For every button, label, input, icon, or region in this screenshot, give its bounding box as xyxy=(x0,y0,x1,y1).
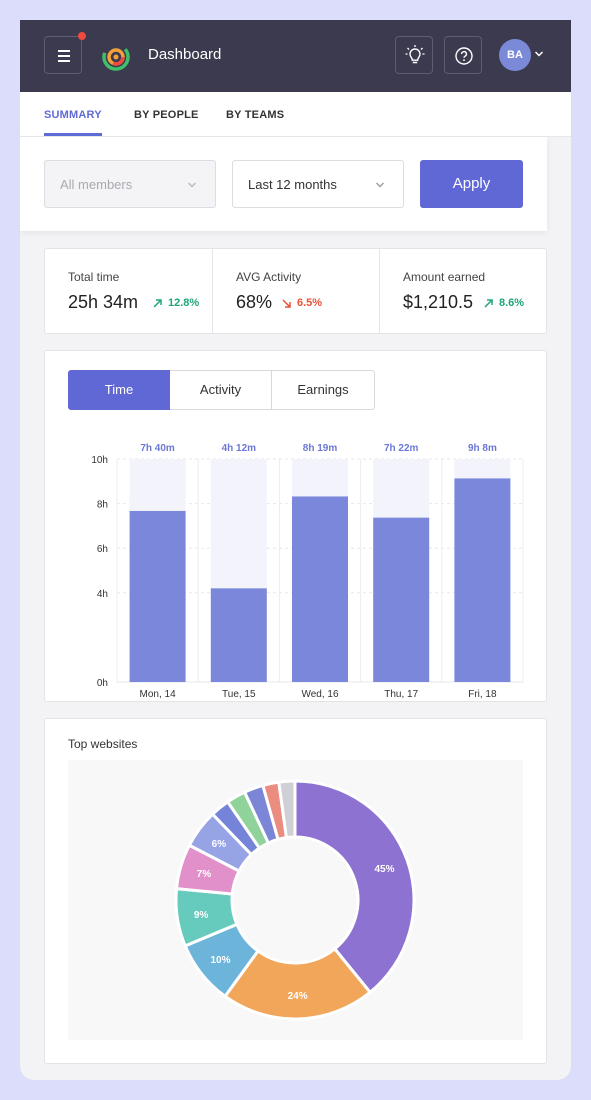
tab-by-people[interactable]: BY PEOPLE xyxy=(134,109,199,121)
top-websites-card: Top websites 45% 24% 10% 9% 7% 6% xyxy=(44,718,547,1064)
tips-button[interactable] xyxy=(395,36,433,74)
tab-summary[interactable]: SUMMARY xyxy=(44,109,102,121)
tab-by-teams[interactable]: BY TEAMS xyxy=(226,109,285,121)
page-title: Dashboard xyxy=(148,46,222,63)
arrow-down-right-icon xyxy=(282,299,291,308)
y-tick-label: 10h xyxy=(91,455,108,466)
bar[interactable] xyxy=(292,496,348,682)
help-button[interactable] xyxy=(444,36,482,74)
bar[interactable] xyxy=(454,478,511,682)
app-screen: Dashboard BA xyxy=(20,20,571,1080)
top-websites-donut-chart: 45% 24% 10% 9% 7% 6% xyxy=(174,779,416,1021)
bar[interactable] xyxy=(129,510,186,682)
apply-button[interactable]: Apply xyxy=(420,160,523,208)
members-select[interactable]: All members xyxy=(44,160,216,208)
active-tab-indicator xyxy=(44,133,102,136)
slice-label: 10% xyxy=(210,955,230,966)
members-select-value: All members xyxy=(60,177,133,192)
slice-label: 45% xyxy=(375,864,395,875)
period-select[interactable]: Last 12 months xyxy=(232,160,404,208)
y-tick-label: 6h xyxy=(97,544,108,555)
pie-chart-area: 45% 24% 10% 9% 7% 6% xyxy=(68,760,523,1040)
bar[interactable] xyxy=(373,517,430,682)
chart-tab-activity[interactable]: Activity xyxy=(170,370,272,410)
stat-amount-earned: Amount earned $1,210.5 8.6% xyxy=(379,249,547,333)
stat-value: 25h 34m xyxy=(68,292,139,312)
notification-dot xyxy=(78,32,86,40)
bar-data-label: 7h 22m xyxy=(384,443,419,454)
stat-value: 68% xyxy=(236,292,273,312)
arrow-up-right-icon xyxy=(153,299,162,308)
stat-change: 8.6% xyxy=(499,297,525,309)
bar[interactable] xyxy=(210,588,267,682)
filter-bar: All members Last 12 months Apply xyxy=(20,137,547,231)
x-tick-label: Thu, 17 xyxy=(384,689,418,700)
view-tabs: SUMMARY BY PEOPLE BY TEAMS xyxy=(20,92,571,137)
top-websites-title: Top websites xyxy=(68,737,138,751)
bar-data-label: 7h 40m xyxy=(140,443,175,454)
stat-avg-activity: AVG Activity 68% 6.5% xyxy=(212,249,380,333)
menu-button[interactable] xyxy=(44,32,86,74)
lightbulb-icon xyxy=(405,45,425,64)
y-tick-label: 8h xyxy=(97,500,108,511)
chart-tab-earnings[interactable]: Earnings xyxy=(272,370,375,410)
chevron-down-icon xyxy=(188,182,196,188)
period-select-value: Last 12 months xyxy=(248,177,337,192)
x-tick-label: Wed, 16 xyxy=(301,689,338,700)
slice-label: 7% xyxy=(197,869,212,880)
app-logo xyxy=(102,43,130,71)
stat-value: $1,210.5 xyxy=(403,292,474,312)
user-avatar[interactable]: BA xyxy=(499,39,531,71)
slice-label: 24% xyxy=(288,991,308,1002)
time-chart-card: Time Activity Earnings 0h 4h 6h 8h 10h 7h 40m… xyxy=(44,350,547,702)
donut-slice[interactable] xyxy=(222,946,373,1021)
stat-label: Amount earned xyxy=(403,270,486,284)
y-tick-label: 0h xyxy=(97,678,108,689)
stat-change: 6.5% xyxy=(297,297,323,309)
x-tick-label: Tue, 15 xyxy=(222,689,256,700)
x-tick-label: Fri, 18 xyxy=(468,689,497,700)
chevron-down-icon xyxy=(376,182,384,188)
donut-slice[interactable] xyxy=(293,779,416,995)
help-icon xyxy=(455,47,473,65)
bar-data-label: 4h 12m xyxy=(222,443,257,454)
slice-label: 6% xyxy=(212,839,227,850)
donut-slice[interactable] xyxy=(277,779,297,840)
stats-panel: Total time 25h 34m 12.8% AVG Activity 68… xyxy=(44,248,547,334)
x-tick-label: Mon, 14 xyxy=(140,689,177,700)
arrow-up-right-icon xyxy=(484,299,493,308)
stat-total-time: Total time 25h 34m 12.8% xyxy=(45,249,212,333)
chevron-down-icon[interactable] xyxy=(534,50,544,58)
top-bar: Dashboard BA xyxy=(20,20,571,92)
stat-label: AVG Activity xyxy=(236,270,302,284)
bar-data-label: 9h 8m xyxy=(468,443,497,454)
time-bar-chart: 0h 4h 6h 8h 10h 7h 40m Mon, 14 4h 12m Tue, 15 8h … xyxy=(91,443,524,700)
bar-data-label: 8h 19m xyxy=(303,443,338,454)
stat-label: Total time xyxy=(68,270,120,284)
stat-change: 12.8% xyxy=(168,297,200,309)
y-tick-label: 4h xyxy=(97,589,108,600)
slice-label: 9% xyxy=(194,910,209,921)
chart-tab-time[interactable]: Time xyxy=(68,370,170,410)
